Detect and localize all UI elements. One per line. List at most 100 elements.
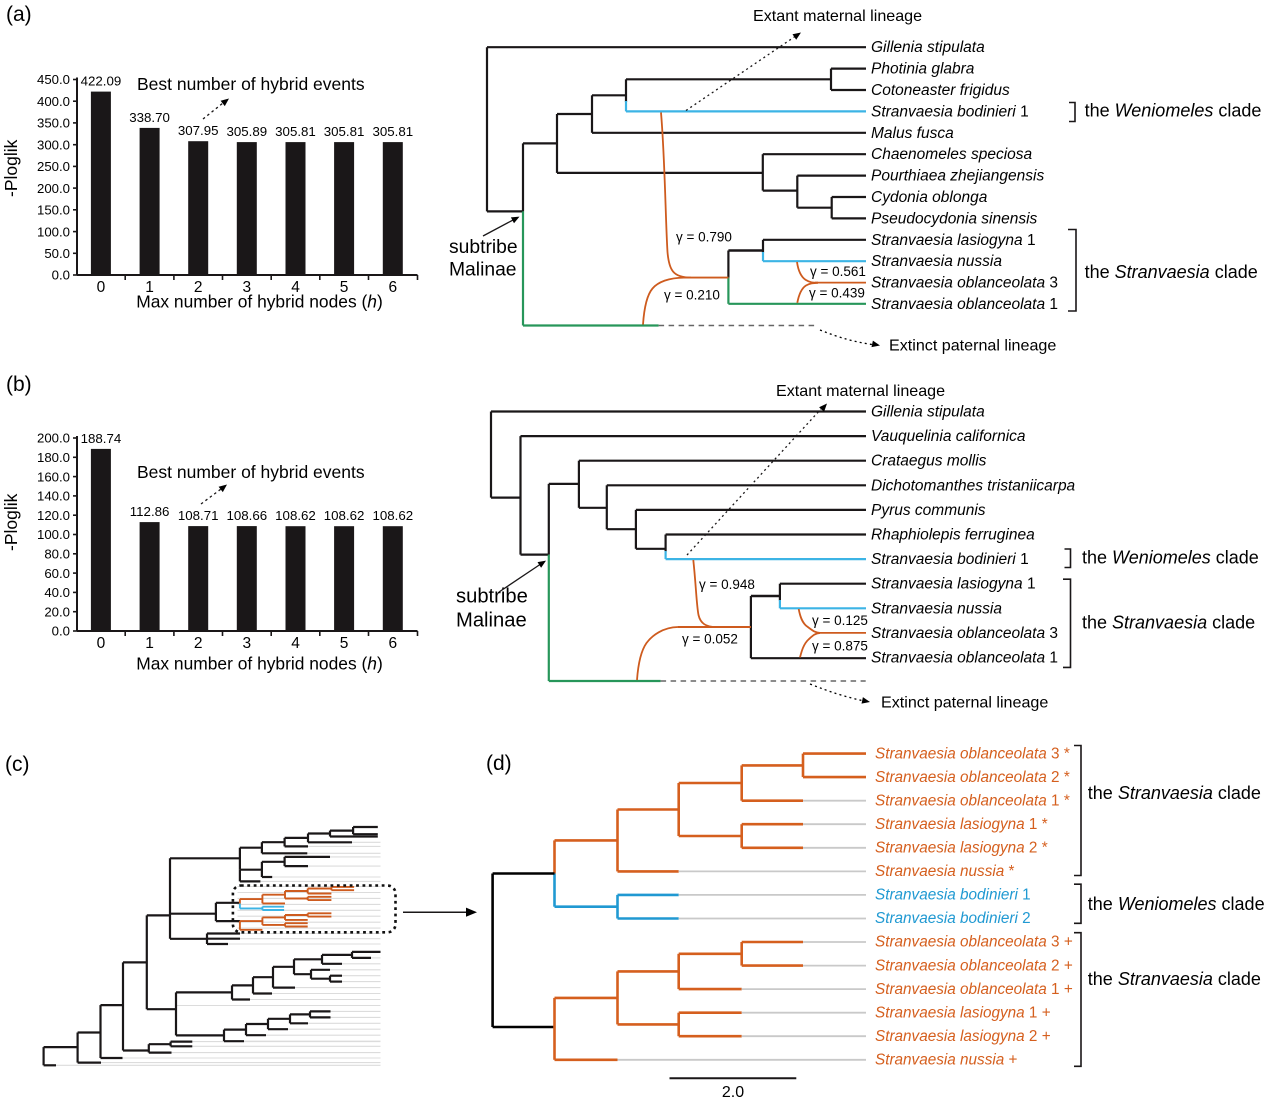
svg-text:γ = 0.210: γ = 0.210 bbox=[664, 288, 720, 303]
svg-text:50.0: 50.0 bbox=[44, 246, 70, 261]
svg-text:Vauquelinia californica: Vauquelinia californica bbox=[871, 428, 1026, 445]
svg-text:Rhaphiolepis ferruginea: Rhaphiolepis ferruginea bbox=[871, 527, 1035, 544]
svg-text:307.95: 307.95 bbox=[178, 123, 219, 138]
svg-text:Cydonia oblonga: Cydonia oblonga bbox=[871, 189, 988, 206]
svg-text:the Stranvaesia clade: the Stranvaesia clade bbox=[1082, 613, 1255, 633]
svg-text:3: 3 bbox=[242, 635, 251, 652]
svg-text:0: 0 bbox=[97, 279, 106, 296]
svg-text:100.0: 100.0 bbox=[37, 224, 70, 239]
svg-text:Stranvaesia oblanceolata 1 +: Stranvaesia oblanceolata 1 + bbox=[875, 981, 1073, 998]
svg-text:188.74: 188.74 bbox=[81, 431, 122, 446]
svg-text:the Stranvaesia clade: the Stranvaesia clade bbox=[1088, 783, 1261, 803]
svg-text:Stranvaesia oblanceolata 2 *: Stranvaesia oblanceolata 2 * bbox=[875, 769, 1070, 786]
svg-text:5: 5 bbox=[340, 635, 349, 652]
svg-text:400.0: 400.0 bbox=[37, 94, 70, 109]
svg-text:Crataegus mollis: Crataegus mollis bbox=[871, 453, 987, 470]
svg-text:160.0: 160.0 bbox=[37, 469, 70, 484]
svg-text:Stranvaesia oblanceolata 3 *: Stranvaesia oblanceolata 3 * bbox=[875, 745, 1070, 762]
svg-text:20.0: 20.0 bbox=[44, 604, 70, 619]
svg-text:Pseudocydonia sinensis: Pseudocydonia sinensis bbox=[871, 210, 1038, 227]
svg-text:2: 2 bbox=[194, 635, 203, 652]
svg-text:Stranvaesia bodinieri 1: Stranvaesia bodinieri 1 bbox=[875, 887, 1031, 904]
svg-text:108.66: 108.66 bbox=[226, 508, 267, 523]
svg-text:422.09: 422.09 bbox=[81, 74, 122, 89]
svg-text:(a): (a) bbox=[6, 3, 32, 26]
svg-text:Stranvaesia nussia *: Stranvaesia nussia * bbox=[875, 863, 1015, 880]
svg-text:Dichotomanthes tristaniicarpa: Dichotomanthes tristaniicarpa bbox=[871, 477, 1076, 494]
svg-text:Gillenia stipulata: Gillenia stipulata bbox=[871, 39, 985, 56]
svg-text:Stranvaesia nussia: Stranvaesia nussia bbox=[871, 253, 1002, 270]
svg-text:60.0: 60.0 bbox=[44, 566, 70, 581]
svg-text:Malus fusca: Malus fusca bbox=[871, 125, 954, 142]
svg-text:the Weniomeles clade: the Weniomeles clade bbox=[1088, 894, 1265, 914]
svg-text:108.71: 108.71 bbox=[178, 508, 219, 523]
svg-text:120.0: 120.0 bbox=[37, 508, 70, 523]
svg-text:305.81: 305.81 bbox=[372, 124, 413, 139]
svg-text:108.62: 108.62 bbox=[372, 508, 413, 523]
svg-text:Stranvaesia lasiogyna 1 *: Stranvaesia lasiogyna 1 * bbox=[875, 816, 1048, 833]
svg-text:Stranvaesia oblanceolata 3: Stranvaesia oblanceolata 3 bbox=[871, 275, 1058, 292]
svg-text:Stranvaesia oblanceolata 1 *: Stranvaesia oblanceolata 1 * bbox=[875, 792, 1070, 809]
svg-text:Extinct paternal lineage: Extinct paternal lineage bbox=[889, 337, 1056, 355]
svg-text:112.86: 112.86 bbox=[130, 504, 170, 519]
svg-text:Malinae: Malinae bbox=[456, 609, 527, 631]
svg-text:Stranvaesia lasiogyna 1: Stranvaesia lasiogyna 1 bbox=[871, 232, 1036, 249]
svg-text:(d): (d) bbox=[486, 752, 512, 775]
svg-text:6: 6 bbox=[388, 635, 397, 652]
svg-text:Stranvaesia bodinieri 2: Stranvaesia bodinieri 2 bbox=[875, 910, 1031, 927]
svg-text:80.0: 80.0 bbox=[44, 547, 70, 562]
svg-text:108.62: 108.62 bbox=[275, 508, 316, 523]
svg-text:-Ploglik: -Ploglik bbox=[1, 493, 21, 551]
svg-text:subtribe: subtribe bbox=[449, 237, 518, 258]
svg-text:100.0: 100.0 bbox=[37, 527, 70, 542]
svg-text:-Ploglik: -Ploglik bbox=[1, 139, 21, 197]
svg-text:Gillenia stipulata: Gillenia stipulata bbox=[871, 404, 985, 421]
svg-text:2: 2 bbox=[194, 279, 203, 296]
svg-text:the Stranvaesia clade: the Stranvaesia clade bbox=[1085, 262, 1258, 282]
svg-text:180.0: 180.0 bbox=[37, 450, 70, 465]
svg-text:Best number of hybrid events: Best number of hybrid events bbox=[137, 74, 365, 94]
svg-text:1: 1 bbox=[145, 635, 154, 652]
svg-text:the Stranvaesia clade: the Stranvaesia clade bbox=[1088, 969, 1261, 989]
svg-text:Stranvaesia bodinieri 1: Stranvaesia bodinieri 1 bbox=[871, 551, 1029, 568]
svg-text:5: 5 bbox=[340, 279, 349, 296]
svg-text:1: 1 bbox=[145, 279, 154, 296]
svg-text:338.70: 338.70 bbox=[129, 110, 170, 125]
svg-text:γ = 0.052: γ = 0.052 bbox=[682, 632, 738, 647]
svg-text:Best number of hybrid events: Best number of hybrid events bbox=[137, 462, 365, 482]
svg-text:305.89: 305.89 bbox=[226, 124, 267, 139]
svg-text:(b): (b) bbox=[6, 373, 32, 396]
svg-text:Pyrus communis: Pyrus communis bbox=[871, 502, 986, 519]
svg-text:4: 4 bbox=[291, 279, 300, 296]
svg-text:6: 6 bbox=[388, 279, 397, 296]
svg-text:Stranvaesia oblanceolata 1: Stranvaesia oblanceolata 1 bbox=[871, 650, 1058, 667]
svg-text:Max number of hybrid nodes (h): Max number of hybrid nodes (h) bbox=[136, 292, 383, 312]
svg-text:305.81: 305.81 bbox=[324, 124, 365, 139]
svg-text:Photinia glabra: Photinia glabra bbox=[871, 61, 975, 78]
svg-text:γ = 0.875: γ = 0.875 bbox=[812, 639, 868, 654]
svg-text:2.0: 2.0 bbox=[722, 1084, 744, 1101]
svg-text:140.0: 140.0 bbox=[37, 489, 70, 504]
svg-text:Extinct paternal lineage: Extinct paternal lineage bbox=[881, 694, 1048, 712]
svg-text:Pourthiaea zhejiangensis: Pourthiaea zhejiangensis bbox=[871, 168, 1044, 185]
svg-text:subtribe: subtribe bbox=[456, 585, 528, 607]
svg-text:3: 3 bbox=[242, 279, 251, 296]
svg-text:Stranvaesia bodinieri 1: Stranvaesia bodinieri 1 bbox=[871, 103, 1029, 120]
svg-text:Stranvaesia nussia +: Stranvaesia nussia + bbox=[875, 1052, 1018, 1069]
svg-text:γ = 0.948: γ = 0.948 bbox=[699, 577, 755, 592]
svg-text:Stranvaesia lasiogyna 2 *: Stranvaesia lasiogyna 2 * bbox=[875, 840, 1048, 857]
svg-text:γ = 0.561: γ = 0.561 bbox=[810, 264, 866, 279]
svg-text:Stranvaesia nussia: Stranvaesia nussia bbox=[871, 600, 1002, 617]
svg-text:0: 0 bbox=[97, 635, 106, 652]
svg-text:108.62: 108.62 bbox=[324, 508, 365, 523]
svg-text:Stranvaesia oblanceolata 1: Stranvaesia oblanceolata 1 bbox=[871, 296, 1058, 313]
svg-text:305.81: 305.81 bbox=[275, 124, 316, 139]
svg-text:40.0: 40.0 bbox=[44, 585, 70, 600]
svg-text:450.0: 450.0 bbox=[37, 72, 70, 87]
svg-text:the Weniomeles clade: the Weniomeles clade bbox=[1082, 548, 1259, 568]
svg-text:4: 4 bbox=[291, 635, 300, 652]
svg-text:Chaenomeles speciosa: Chaenomeles speciosa bbox=[871, 146, 1033, 163]
svg-text:Malinae: Malinae bbox=[449, 259, 517, 280]
svg-text:300.0: 300.0 bbox=[37, 137, 70, 152]
svg-text:0.0: 0.0 bbox=[52, 624, 70, 639]
